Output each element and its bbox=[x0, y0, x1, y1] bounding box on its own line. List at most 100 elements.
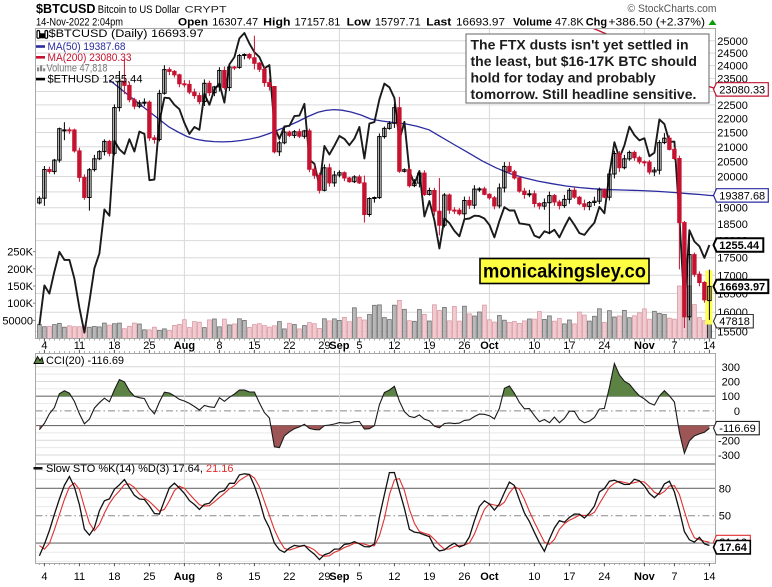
svg-text:Volume 47,818: Volume 47,818 bbox=[47, 62, 108, 74]
svg-text:29: 29 bbox=[318, 340, 330, 352]
svg-text:15500: 15500 bbox=[717, 327, 748, 339]
svg-text:17.64: 17.64 bbox=[719, 542, 747, 554]
svg-text:19387.68: 19387.68 bbox=[719, 190, 765, 202]
svg-text:7: 7 bbox=[671, 571, 677, 583]
svg-text:24000: 24000 bbox=[717, 61, 748, 73]
svg-text:24: 24 bbox=[598, 571, 610, 583]
svg-text:50000: 50000 bbox=[2, 315, 33, 327]
svg-text:Volume: Volume bbox=[513, 17, 552, 29]
svg-text:Bitcoin to US Dollar: Bitcoin to US Dollar bbox=[98, 4, 180, 16]
svg-text:16307.47: 16307.47 bbox=[212, 17, 258, 29]
svg-text:22500: 22500 bbox=[717, 100, 748, 112]
svg-text:21000: 21000 bbox=[717, 142, 748, 154]
svg-text:tomorrow. Still headline sensi: tomorrow. Still headline sensitive. bbox=[471, 86, 697, 102]
svg-text:the least, but $16-17K BTC sho: the least, but $16-17K BTC should bbox=[471, 53, 697, 69]
svg-text:10: 10 bbox=[528, 340, 540, 352]
svg-text:25000: 25000 bbox=[717, 36, 748, 48]
svg-text:20000: 20000 bbox=[717, 172, 748, 184]
svg-text:10: 10 bbox=[528, 571, 540, 583]
svg-text:Last: Last bbox=[426, 17, 451, 29]
svg-text:24: 24 bbox=[598, 340, 610, 352]
svg-text:15797.71: 15797.71 bbox=[375, 17, 421, 29]
svg-text:14: 14 bbox=[703, 571, 715, 583]
svg-text:$ETHUSD 1255.44: $ETHUSD 1255.44 bbox=[48, 73, 143, 85]
svg-text:© StockCharts.com: © StockCharts.com bbox=[628, 3, 717, 15]
svg-text:26: 26 bbox=[458, 571, 470, 583]
svg-text:25: 25 bbox=[143, 571, 155, 583]
svg-text:21500: 21500 bbox=[717, 128, 748, 140]
svg-text:4: 4 bbox=[41, 340, 47, 352]
svg-text:1255.44: 1255.44 bbox=[719, 240, 760, 252]
svg-text:monicakingsley.co: monicakingsley.co bbox=[483, 262, 646, 283]
svg-text:Sep: Sep bbox=[329, 340, 349, 352]
svg-text:8: 8 bbox=[216, 571, 222, 583]
svg-text:25: 25 bbox=[143, 340, 155, 352]
svg-text:CRYPT: CRYPT bbox=[185, 5, 227, 16]
svg-text:$BTCUSD (Daily) 16693.97: $BTCUSD (Daily) 16693.97 bbox=[49, 28, 204, 40]
svg-text:22: 22 bbox=[283, 571, 295, 583]
svg-text:MA(50) 19387.68: MA(50) 19387.68 bbox=[48, 41, 126, 53]
svg-text:22: 22 bbox=[283, 340, 295, 352]
svg-text:5: 5 bbox=[356, 571, 362, 583]
svg-text:18500: 18500 bbox=[717, 219, 748, 231]
svg-text:19000: 19000 bbox=[717, 203, 748, 215]
svg-text:7: 7 bbox=[671, 340, 677, 352]
svg-text:47818: 47818 bbox=[719, 316, 750, 328]
svg-text:16693.97: 16693.97 bbox=[719, 281, 765, 293]
svg-text:The FTX dusts isn't yet settle: The FTX dusts isn't yet settled in bbox=[471, 36, 689, 52]
svg-text:0: 0 bbox=[734, 406, 740, 418]
svg-text:-116.69: -116.69 bbox=[719, 423, 756, 435]
svg-text:24500: 24500 bbox=[717, 48, 748, 60]
svg-text:23080.33: 23080.33 bbox=[719, 84, 765, 96]
svg-text:Chg: Chg bbox=[586, 17, 607, 29]
svg-text:22000: 22000 bbox=[717, 114, 748, 126]
svg-text:16693.97: 16693.97 bbox=[456, 17, 505, 29]
svg-text:17157.81: 17157.81 bbox=[295, 17, 341, 29]
svg-text:Aug: Aug bbox=[174, 571, 195, 583]
svg-text:200K: 200K bbox=[7, 264, 33, 276]
svg-text:Nov: Nov bbox=[634, 340, 656, 352]
svg-text:CCI(20) -116.69: CCI(20) -116.69 bbox=[46, 355, 124, 367]
svg-text:18: 18 bbox=[108, 340, 120, 352]
svg-text:26: 26 bbox=[458, 340, 470, 352]
svg-text:14-Nov-2022 2:04pm: 14-Nov-2022 2:04pm bbox=[36, 17, 123, 29]
svg-text:100K: 100K bbox=[7, 298, 33, 310]
svg-text:200: 200 bbox=[722, 377, 740, 389]
svg-text:150K: 150K bbox=[7, 281, 33, 293]
svg-text:Oct: Oct bbox=[480, 571, 499, 583]
svg-text:15: 15 bbox=[248, 571, 260, 583]
svg-text:18: 18 bbox=[108, 571, 120, 583]
svg-text:MA(200) 23080.33: MA(200) 23080.33 bbox=[48, 52, 132, 64]
svg-text:12: 12 bbox=[388, 340, 400, 352]
svg-text:Sep: Sep bbox=[329, 571, 349, 583]
svg-text:Low: Low bbox=[347, 17, 371, 29]
svg-text:hold for today and probably: hold for today and probably bbox=[471, 69, 656, 85]
svg-text:Slow STO %K(14) %D(3) 17.64, 2: Slow STO %K(14) %D(3) 17.64, 21.16 bbox=[46, 463, 234, 475]
svg-text:Aug: Aug bbox=[174, 340, 195, 352]
svg-text:250K: 250K bbox=[7, 247, 33, 259]
svg-text:300: 300 bbox=[722, 362, 740, 374]
svg-text:-200: -200 bbox=[718, 435, 740, 447]
svg-text:8: 8 bbox=[216, 340, 222, 352]
svg-text:Open: Open bbox=[178, 17, 208, 29]
svg-text:17: 17 bbox=[563, 340, 575, 352]
svg-text:29: 29 bbox=[318, 571, 330, 583]
svg-text:Nov: Nov bbox=[634, 571, 656, 583]
svg-text:12: 12 bbox=[388, 571, 400, 583]
svg-text:47.8K: 47.8K bbox=[555, 17, 584, 29]
svg-text:100: 100 bbox=[722, 391, 740, 403]
svg-text:20500: 20500 bbox=[717, 157, 748, 169]
svg-text:17: 17 bbox=[563, 571, 575, 583]
svg-text:19: 19 bbox=[423, 571, 435, 583]
svg-text:Oct: Oct bbox=[480, 340, 499, 352]
svg-text:50: 50 bbox=[719, 511, 731, 523]
svg-text:17500: 17500 bbox=[717, 253, 748, 265]
svg-text:80: 80 bbox=[719, 483, 731, 495]
svg-text:High: High bbox=[263, 17, 291, 29]
svg-text:+386.50 (+2.37%): +386.50 (+2.37%) bbox=[609, 17, 706, 29]
svg-text:11: 11 bbox=[74, 571, 85, 583]
svg-text:15: 15 bbox=[248, 340, 260, 352]
svg-text:19: 19 bbox=[423, 340, 435, 352]
svg-text:-300: -300 bbox=[718, 450, 740, 462]
svg-text:11: 11 bbox=[74, 340, 85, 352]
